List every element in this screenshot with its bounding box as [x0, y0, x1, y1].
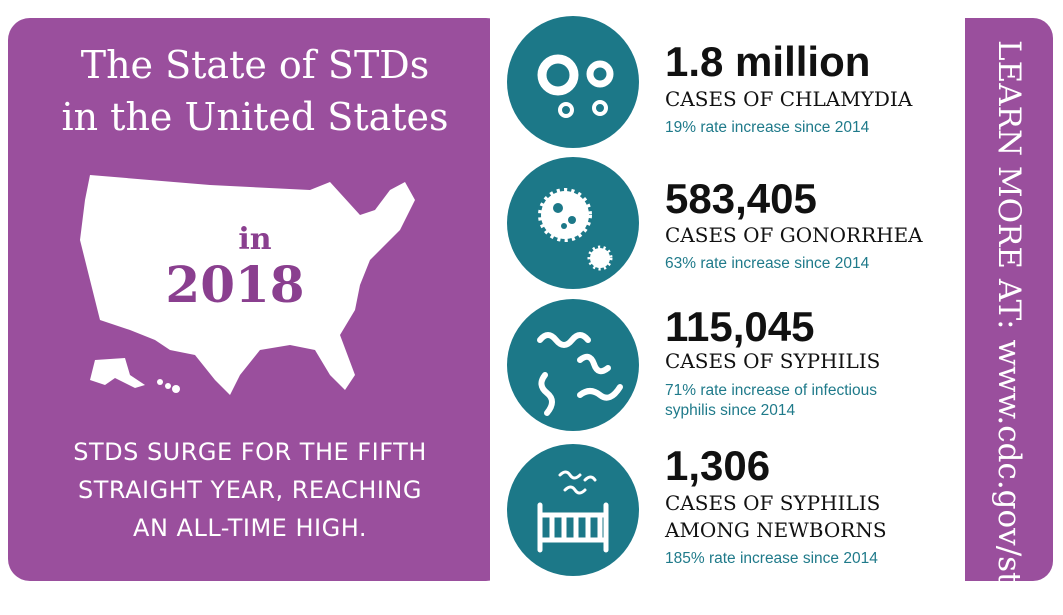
- stat-note: 63% rate increase since 2014: [665, 255, 870, 272]
- year: 2018: [165, 255, 305, 314]
- contiguous-us: [80, 175, 415, 395]
- tagline-line: AN ALL-TIME HIGH.: [133, 514, 367, 542]
- stat-note: syphilis since 2014: [665, 402, 796, 419]
- stat-figure: 1,306: [665, 442, 771, 489]
- tagline-line: STDS SURGE FOR THE FIFTH: [73, 438, 427, 466]
- stat-note: 185% rate increase since 2014: [665, 550, 878, 567]
- hawaii: [172, 385, 180, 393]
- page: The State of STDs in the United States i…: [8, 16, 1053, 615]
- title-line: in the United States: [61, 95, 449, 139]
- us-map: [80, 175, 415, 395]
- alaska: [90, 358, 145, 388]
- hawaii: [165, 383, 171, 389]
- chlamydia-icon: [507, 16, 639, 148]
- stat-note: 71% rate increase of infectious: [665, 382, 877, 399]
- icons: [507, 16, 639, 576]
- stat-label: AMONG NEWBORNS: [665, 518, 887, 542]
- title-line: The State of STDs: [80, 43, 430, 87]
- stat-figure: 1.8 million: [665, 38, 871, 85]
- stat-label: CASES OF GONORRHEA: [665, 223, 923, 247]
- syphilis-icon: [507, 299, 639, 431]
- hawaii: [157, 379, 163, 385]
- stat-figure: 115,045: [665, 303, 815, 350]
- stat-label: CASES OF SYPHILIS: [665, 491, 881, 515]
- tagline-line: STRAIGHT YEAR, REACHING: [78, 476, 422, 504]
- year-prefix: in: [238, 222, 272, 257]
- gonorrhea-icon: [507, 157, 639, 289]
- stat-note: 19% rate increase since 2014: [665, 119, 870, 136]
- stat-figure: 583,405: [665, 175, 817, 222]
- stat-label: CASES OF SYPHILIS: [665, 349, 881, 373]
- cta-panel: [965, 18, 1053, 581]
- learn-more: LEARN MORE AT: www.cdc.gov/std/: [991, 40, 1027, 615]
- newborn-icon: [507, 444, 639, 576]
- stat-label: CASES OF CHLAMYDIA: [665, 87, 913, 111]
